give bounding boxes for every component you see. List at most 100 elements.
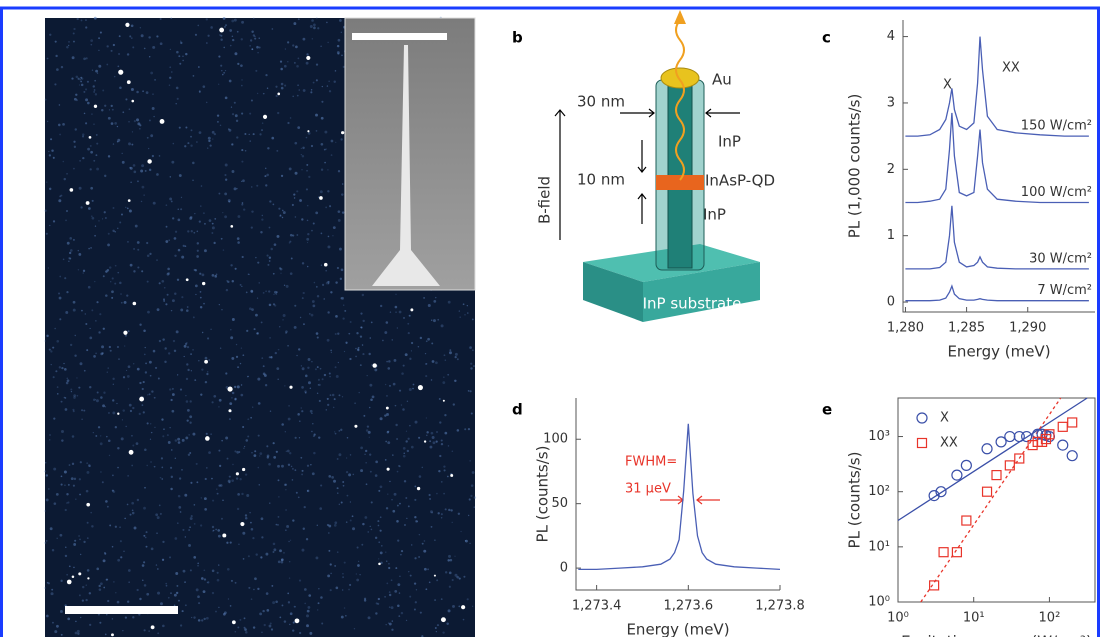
speckle bbox=[67, 379, 70, 382]
speckle bbox=[181, 197, 182, 198]
speckle bbox=[117, 346, 119, 348]
speckle bbox=[65, 220, 67, 222]
speckle bbox=[200, 205, 201, 206]
speckle bbox=[403, 452, 405, 454]
speckle bbox=[102, 218, 103, 219]
diagram: Au 30 nm InP 10 nm InAsP-QD InP B-field … bbox=[536, 10, 776, 322]
speckle bbox=[241, 161, 243, 163]
speckle bbox=[197, 565, 199, 567]
speckle bbox=[204, 223, 206, 225]
speckle bbox=[276, 451, 278, 453]
speckle bbox=[231, 143, 233, 145]
speckle bbox=[250, 39, 252, 41]
speckle bbox=[146, 593, 149, 596]
speckle bbox=[444, 432, 447, 435]
speckle bbox=[244, 628, 247, 631]
speckle bbox=[370, 526, 371, 527]
x-tick-label: 1,273.8 bbox=[755, 599, 805, 614]
panel-label: c bbox=[822, 29, 831, 47]
speckle bbox=[57, 393, 59, 395]
speckle bbox=[423, 297, 425, 299]
speckle bbox=[237, 31, 239, 33]
speckle bbox=[472, 319, 474, 321]
speckle bbox=[303, 38, 306, 41]
speckle bbox=[414, 516, 416, 518]
speckle bbox=[356, 332, 358, 334]
speckle bbox=[436, 631, 437, 632]
speckle bbox=[182, 55, 184, 57]
bright-dot bbox=[387, 468, 390, 471]
speckle bbox=[161, 457, 163, 459]
speckle bbox=[278, 208, 280, 210]
speckle bbox=[330, 563, 332, 565]
speckle bbox=[252, 407, 253, 408]
speckle bbox=[262, 122, 263, 123]
speckle bbox=[225, 24, 227, 26]
speckle bbox=[355, 348, 357, 350]
speckle bbox=[426, 435, 427, 436]
speckle bbox=[288, 418, 291, 421]
speckle bbox=[210, 329, 211, 330]
speckle bbox=[287, 593, 289, 595]
speckle bbox=[444, 354, 446, 356]
x-tick-label: 1,290 bbox=[1009, 321, 1046, 336]
speckle bbox=[178, 441, 181, 444]
speckle bbox=[201, 369, 203, 371]
speckle bbox=[44, 470, 46, 472]
speckle bbox=[307, 266, 309, 268]
speckle bbox=[269, 227, 271, 229]
x-tick-label: 10⁰ bbox=[887, 611, 909, 626]
speckle bbox=[90, 39, 93, 42]
speckle bbox=[56, 625, 59, 628]
speckle bbox=[314, 434, 316, 436]
speckle bbox=[179, 477, 181, 479]
speckle bbox=[178, 249, 181, 252]
speckle bbox=[367, 425, 369, 427]
speckle bbox=[218, 56, 220, 58]
speckle bbox=[303, 323, 305, 325]
speckle bbox=[317, 609, 319, 611]
speckle bbox=[174, 604, 176, 606]
speckle bbox=[148, 148, 149, 149]
speckle bbox=[46, 474, 48, 476]
bright-dot bbox=[372, 363, 376, 367]
speckle bbox=[397, 327, 398, 328]
speckle bbox=[132, 509, 134, 511]
speckle bbox=[265, 290, 267, 292]
speckle bbox=[75, 498, 76, 499]
speckle bbox=[328, 236, 330, 238]
speckle bbox=[175, 458, 176, 459]
speckle bbox=[302, 470, 304, 472]
speckle bbox=[236, 136, 238, 138]
speckle bbox=[239, 619, 241, 621]
speckle bbox=[408, 438, 410, 440]
speckle bbox=[182, 60, 183, 61]
speckle bbox=[310, 464, 311, 465]
speckle bbox=[257, 262, 259, 264]
speckle bbox=[237, 366, 239, 368]
speckle bbox=[468, 390, 470, 392]
speckle bbox=[299, 632, 301, 634]
speckle bbox=[143, 411, 145, 413]
speckle bbox=[320, 46, 322, 48]
speckle bbox=[171, 71, 172, 72]
speckle bbox=[282, 210, 284, 212]
speckle bbox=[128, 581, 130, 583]
speckle bbox=[49, 188, 51, 190]
speckle bbox=[231, 479, 234, 482]
speckle bbox=[468, 428, 470, 430]
bright-dot bbox=[263, 115, 267, 119]
speckle bbox=[436, 493, 438, 495]
speckle bbox=[181, 256, 184, 259]
speckle bbox=[380, 516, 382, 518]
speckle bbox=[187, 346, 189, 348]
speckle bbox=[316, 17, 317, 18]
speckle bbox=[306, 164, 308, 166]
speckle bbox=[388, 360, 391, 363]
speckle bbox=[237, 493, 240, 496]
speckle bbox=[45, 99, 47, 101]
speckle bbox=[169, 427, 170, 428]
speckle bbox=[52, 347, 54, 349]
speckle bbox=[328, 532, 330, 534]
speckle bbox=[335, 142, 336, 143]
